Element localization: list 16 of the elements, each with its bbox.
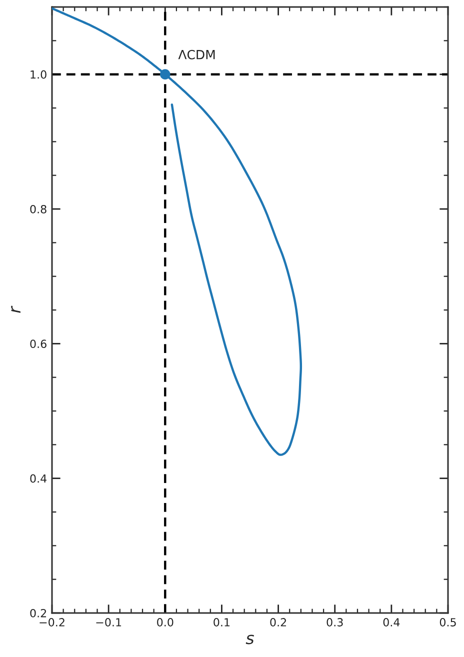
x-tick-label: 0.3: [326, 618, 343, 626]
y-tick-label: 0.2: [30, 608, 46, 618]
x-tick-label: 0.1: [214, 618, 230, 626]
x-tick-label: −0.2: [40, 618, 64, 626]
x-tick-label: 0.4: [383, 618, 400, 626]
x-tick-label: 0.2: [270, 618, 286, 626]
y-axis-title: r: [11, 306, 20, 313]
x-axis-title: s: [246, 634, 254, 644]
y-tick-label: 1.0: [30, 70, 46, 79]
y-tick-label: 0.4: [30, 474, 47, 483]
annotation: ΛCDM: [178, 50, 215, 60]
y-tick-label: 0.8: [30, 204, 46, 214]
x-tick-label: 0.5: [440, 618, 456, 626]
x-tick-label: −0.1: [96, 618, 122, 626]
y-tick-label: 0.6: [30, 340, 46, 348]
x-tick-label: 0.0: [157, 618, 174, 626]
